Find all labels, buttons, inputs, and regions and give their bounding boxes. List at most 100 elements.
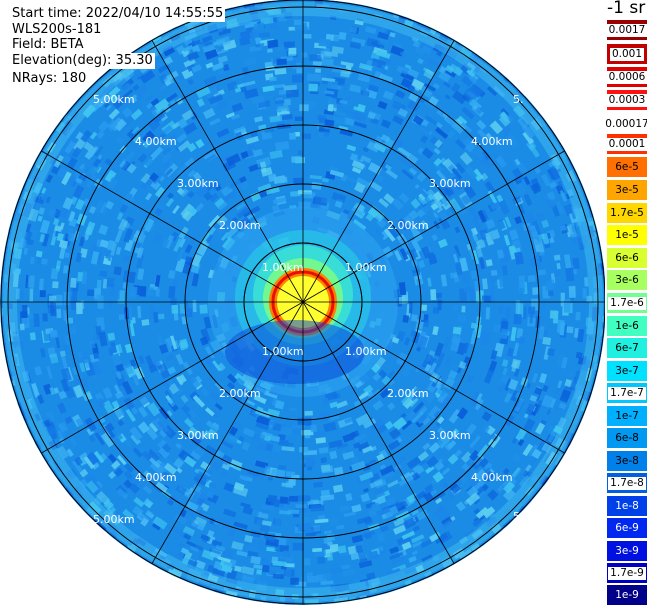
speckle-cell	[115, 135, 125, 145]
speckle-cell	[34, 366, 43, 376]
speckle-cell	[417, 413, 428, 425]
speckle-cell	[274, 518, 281, 527]
speckle-cell	[19, 290, 24, 299]
speckle-cell	[395, 502, 403, 509]
speckle-cell	[393, 517, 406, 527]
range-label-lower-right-1: 1.00km	[345, 345, 387, 358]
speckle-cell	[181, 428, 190, 438]
speckle-cell	[322, 397, 330, 407]
speckle-cell	[466, 486, 479, 498]
speckle-cell	[106, 119, 119, 132]
speckle-cell	[313, 481, 323, 488]
speckle-cell	[580, 400, 588, 412]
speckle-cell	[13, 336, 20, 347]
speckle-cell	[498, 305, 504, 314]
speckle-cell	[531, 230, 541, 246]
speckle-cell	[443, 47, 458, 61]
speckle-cell	[195, 138, 205, 149]
speckle-cell	[183, 38, 193, 46]
speckle-cell	[530, 474, 540, 485]
speckle-cell	[485, 259, 493, 267]
speckle-cell	[12, 273, 20, 288]
speckle-cell	[424, 483, 434, 492]
speckle-cell	[560, 151, 568, 160]
speckle-cell	[93, 450, 105, 464]
speckle-cell	[3, 342, 10, 352]
speckle-cell	[132, 71, 143, 81]
speckle-cell	[434, 139, 443, 149]
speckle-cell	[393, 249, 403, 262]
speckle-cell	[498, 199, 511, 215]
speckle-cell	[304, 558, 311, 566]
speckle-cell	[249, 31, 259, 38]
speckle-cell	[353, 106, 365, 113]
speckle-cell	[492, 201, 501, 210]
colorbar-tick-label: 1.7e-8	[608, 476, 646, 490]
speckle-cell	[268, 76, 277, 82]
speckle-cell	[204, 345, 215, 360]
speckle-cell	[191, 253, 203, 267]
speckle-cell	[344, 417, 353, 424]
speckle-cell	[411, 238, 422, 253]
speckle-cell	[115, 246, 122, 255]
speckle-cell	[275, 45, 285, 53]
speckle-cell	[374, 227, 385, 239]
speckle-cell	[499, 111, 510, 123]
speckle-cell	[450, 336, 461, 352]
speckle-cell	[432, 490, 446, 502]
speckle-cell	[429, 28, 437, 35]
speckle-cell	[118, 313, 126, 320]
speckle-cell	[384, 164, 392, 171]
speckle-cell	[481, 278, 488, 290]
speckle-cell	[159, 429, 167, 438]
speckle-cell	[86, 480, 99, 494]
speckle-cell	[417, 195, 428, 206]
speckle-cell	[193, 375, 203, 385]
speckle-cell	[20, 408, 32, 422]
speckle-cell	[450, 428, 459, 438]
colorbar: 0.0017 0.001 0.0006 0.0003 0.00017 0.0001 6e-5…	[605, 20, 647, 607]
speckle-cell	[484, 295, 493, 303]
speckle-cell	[83, 455, 95, 470]
speckle-cell	[282, 550, 292, 558]
speckle-cell	[278, 503, 289, 512]
speckle-cell	[401, 169, 415, 180]
speckle-cell	[55, 337, 61, 349]
speckle-cell	[502, 367, 508, 375]
speckle-cell	[205, 182, 217, 192]
speckle-cell	[151, 551, 160, 560]
speckle-cell	[121, 380, 133, 395]
speckle-cell	[387, 370, 396, 379]
speckle-cell	[39, 219, 51, 234]
speckle-cell	[437, 426, 445, 435]
speckle-cell	[429, 533, 439, 543]
speckle-cell	[110, 341, 118, 354]
speckle-cell	[132, 505, 144, 517]
speckle-cell	[369, 479, 384, 489]
range-label-lower-1: 1.00km	[262, 345, 304, 358]
speckle-cell	[406, 68, 420, 79]
speckle-cell	[511, 167, 525, 182]
speckle-cell	[322, 10, 337, 16]
speckle-cell	[64, 140, 76, 154]
speckle-cell	[497, 381, 507, 393]
speckle-cell	[196, 551, 212, 564]
speckle-cell	[428, 95, 439, 107]
speckle-cell	[506, 113, 515, 123]
speckle-cell	[358, 581, 367, 591]
speckle-cell	[361, 17, 375, 24]
speckle-cell	[530, 117, 543, 131]
speckle-cell	[349, 153, 359, 162]
speckle-cell	[564, 378, 573, 388]
speckle-cell	[177, 542, 187, 550]
speckle-cell	[171, 526, 186, 538]
speckle-cell	[301, 52, 308, 58]
speckle-cell	[16, 288, 20, 300]
speckle-cell	[469, 396, 480, 407]
speckle-cell	[418, 459, 427, 467]
speckle-cell	[353, 121, 367, 129]
speckle-cell	[307, 528, 313, 534]
speckle-cell	[173, 457, 185, 469]
colorbar-swatch: 1.7e-9	[607, 563, 647, 583]
speckle-cell	[468, 478, 481, 490]
